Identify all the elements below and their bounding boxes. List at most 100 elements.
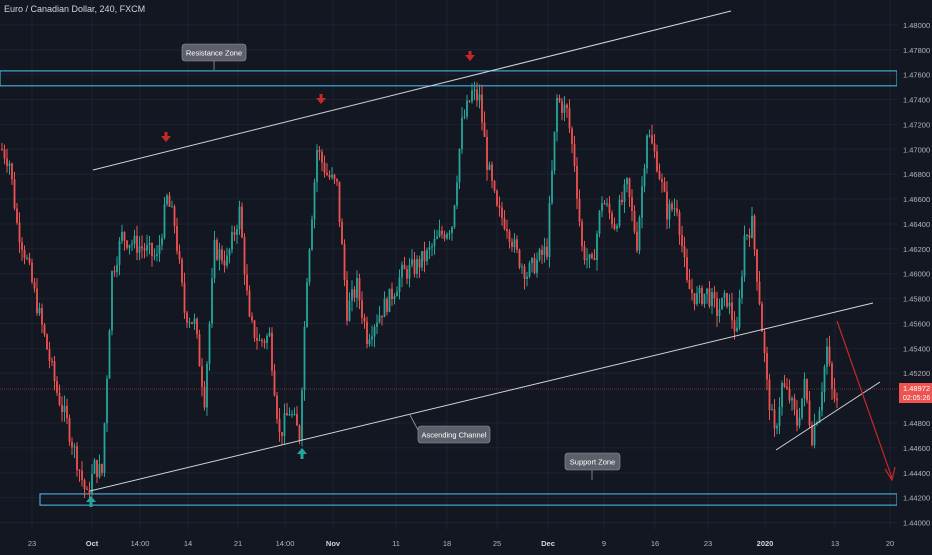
candle (516, 235, 518, 254)
candle-body (148, 243, 151, 246)
candle-body (103, 423, 106, 473)
candle (346, 271, 348, 326)
price-tick-label: 1.45200 (903, 369, 930, 378)
candle (701, 285, 703, 306)
candle (261, 338, 263, 347)
candle (251, 312, 253, 324)
time-tick-label: 14:00 (131, 539, 150, 548)
candle (231, 225, 233, 254)
candle (188, 317, 191, 329)
channel-upper-line (92, 10, 732, 171)
candle (623, 179, 626, 213)
candle (28, 252, 31, 266)
candle (163, 196, 166, 240)
support-zone-label: Support Zone (564, 452, 621, 480)
arrow-shaft (164, 132, 168, 137)
candle-body (238, 206, 241, 229)
candle-body (486, 136, 488, 170)
candle-body (608, 203, 611, 214)
candle-body (616, 225, 618, 229)
candle-body (373, 326, 376, 337)
candle (328, 170, 331, 180)
candle-body (666, 191, 668, 220)
candle-body (428, 247, 431, 250)
candle (106, 375, 108, 433)
candle-body (708, 288, 711, 307)
annotation-label: Resistance Zone (186, 49, 242, 58)
price-tick-label: 1.45600 (903, 319, 930, 328)
candle (678, 209, 681, 245)
candle-body (673, 208, 676, 210)
candle (676, 199, 678, 217)
candle (321, 149, 323, 172)
candle (723, 290, 726, 307)
candle (636, 221, 638, 254)
candle-body (563, 104, 566, 113)
candle-body (703, 293, 706, 305)
candle (743, 225, 746, 282)
candle (473, 81, 476, 101)
candle (596, 230, 598, 271)
candle-body (468, 100, 471, 102)
candle-body (831, 363, 833, 389)
candle-body (578, 198, 581, 222)
candle (411, 249, 413, 268)
candle-body (756, 249, 758, 282)
candle (626, 177, 628, 193)
candle (271, 327, 273, 376)
candle (778, 397, 781, 434)
candle-body (463, 116, 466, 118)
candle (658, 163, 661, 181)
candle (381, 315, 383, 326)
candle-body (823, 366, 826, 392)
candle-body (408, 264, 411, 279)
candle-body (68, 418, 71, 442)
candle-body (211, 278, 213, 324)
candle (711, 288, 713, 315)
candle-body (166, 195, 168, 205)
candle (356, 270, 358, 308)
candle-body (641, 186, 643, 218)
candle (806, 378, 808, 404)
candle-body (671, 203, 673, 210)
candle (441, 225, 443, 239)
candle-body (543, 246, 546, 255)
candle-body (278, 418, 281, 433)
candle-body (761, 303, 763, 332)
candle (746, 233, 748, 241)
candle (491, 161, 493, 189)
candle (73, 443, 76, 459)
candle (383, 291, 386, 318)
candle-body (88, 489, 91, 495)
candle (388, 288, 391, 313)
candle-body (766, 353, 768, 380)
candle (648, 129, 651, 138)
candle (428, 241, 431, 259)
candle (836, 392, 838, 409)
price-tick-label: 1.44400 (903, 469, 930, 478)
candle (501, 201, 503, 226)
candle (363, 313, 366, 329)
projection-arrow-head (884, 466, 896, 482)
candle (98, 454, 101, 479)
price-tick-label: 1.48000 (903, 21, 930, 30)
candle (453, 204, 456, 229)
candle-body (306, 281, 308, 327)
candle-body (528, 263, 531, 277)
candle-body (653, 143, 656, 152)
candle (751, 206, 753, 239)
candle (58, 384, 61, 407)
candle (716, 291, 718, 328)
candle-body (111, 271, 113, 331)
candle (308, 248, 311, 286)
candle-body (286, 413, 288, 416)
candle-body (746, 234, 748, 236)
candle-body (633, 211, 636, 232)
buy-arrow-icon (86, 496, 96, 507)
candle-body (138, 246, 141, 253)
candle-body (41, 308, 43, 325)
projection-arrow-line (836, 320, 893, 479)
candle (706, 288, 708, 304)
